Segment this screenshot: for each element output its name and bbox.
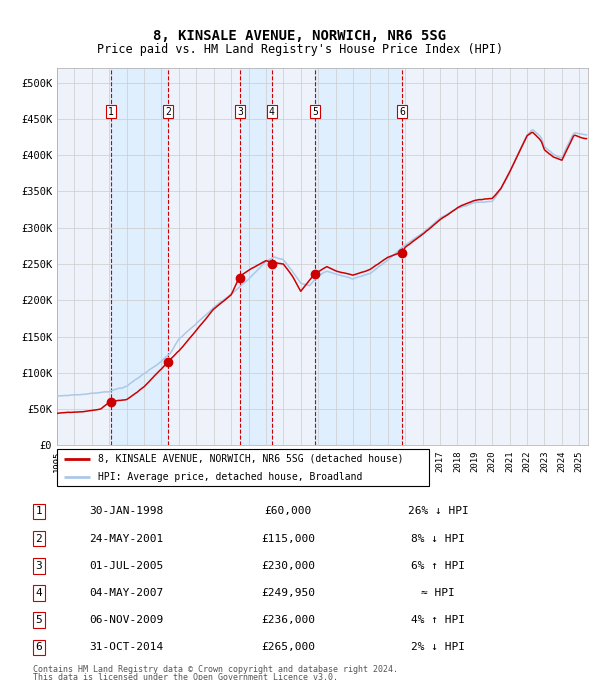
Text: 4: 4 [269,107,275,116]
Text: Contains HM Land Registry data © Crown copyright and database right 2024.: Contains HM Land Registry data © Crown c… [33,665,398,674]
Text: 04-MAY-2007: 04-MAY-2007 [89,588,163,598]
Bar [240,68,272,445]
Text: 8, KINSALE AVENUE, NORWICH, NR6 5SG: 8, KINSALE AVENUE, NORWICH, NR6 5SG [154,29,446,44]
Text: £236,000: £236,000 [261,615,315,625]
Text: 26% ↓ HPI: 26% ↓ HPI [407,507,469,516]
Text: £265,000: £265,000 [261,643,315,652]
Text: 4% ↑ HPI: 4% ↑ HPI [411,615,465,625]
Text: 6% ↑ HPI: 6% ↑ HPI [411,561,465,571]
Bar [110,68,168,445]
Text: 1: 1 [107,107,113,116]
Text: 6: 6 [35,643,43,652]
Text: 31-OCT-2014: 31-OCT-2014 [89,643,163,652]
Text: 8% ↓ HPI: 8% ↓ HPI [411,534,465,543]
Text: 6: 6 [399,107,405,116]
Text: £115,000: £115,000 [261,534,315,543]
Text: This data is licensed under the Open Government Licence v3.0.: This data is licensed under the Open Gov… [33,673,338,680]
Text: 24-MAY-2001: 24-MAY-2001 [89,534,163,543]
Text: 2: 2 [35,534,43,543]
Text: Price paid vs. HM Land Registry's House Price Index (HPI): Price paid vs. HM Land Registry's House … [97,43,503,56]
Text: 2: 2 [166,107,171,116]
Text: 4: 4 [35,588,43,598]
Text: 5: 5 [313,107,318,116]
Text: 06-NOV-2009: 06-NOV-2009 [89,615,163,625]
Text: 30-JAN-1998: 30-JAN-1998 [89,507,163,516]
Text: 1: 1 [35,507,43,516]
Text: 8, KINSALE AVENUE, NORWICH, NR6 5SG (detached house): 8, KINSALE AVENUE, NORWICH, NR6 5SG (det… [98,454,403,464]
Text: 01-JUL-2005: 01-JUL-2005 [89,561,163,571]
Text: 3: 3 [237,107,243,116]
Text: £230,000: £230,000 [261,561,315,571]
Text: 5: 5 [35,615,43,625]
Text: HPI: Average price, detached house, Broadland: HPI: Average price, detached house, Broa… [98,472,362,482]
FancyBboxPatch shape [57,449,429,486]
Text: 3: 3 [35,561,43,571]
Text: ≈ HPI: ≈ HPI [421,588,455,598]
Text: £60,000: £60,000 [265,507,311,516]
Bar [316,68,402,445]
Text: 2% ↓ HPI: 2% ↓ HPI [411,643,465,652]
Text: £249,950: £249,950 [261,588,315,598]
